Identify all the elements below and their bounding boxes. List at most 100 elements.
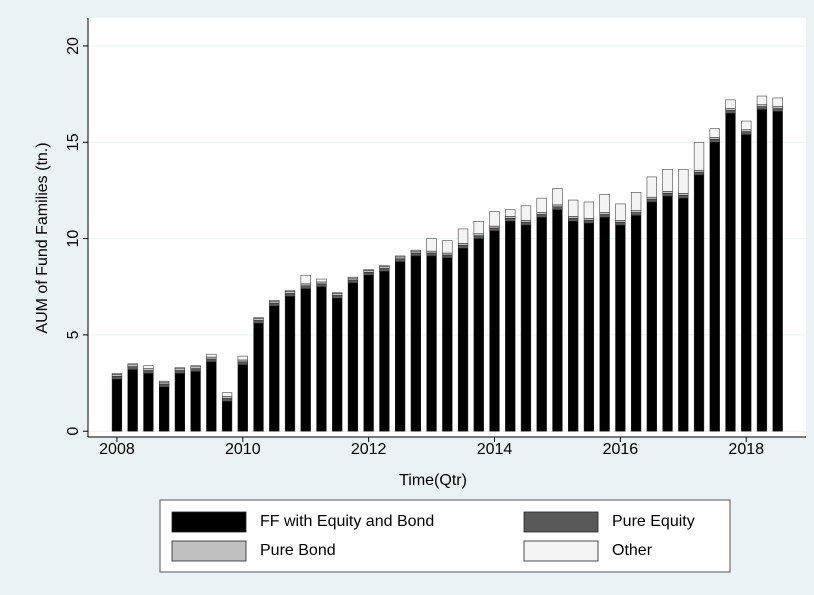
x-tick-label: 2018 [728,441,764,458]
bar-segment [646,198,657,203]
bar-segment [284,296,296,432]
bar-segment [143,365,154,369]
bar-segment [410,255,421,432]
bar-segment [678,194,689,199]
bar-segment [174,367,186,369]
bar-segment [536,197,547,213]
bar-segment [520,205,532,221]
bar-segment [473,235,484,239]
bar-segment [442,254,453,259]
bar-segment [253,320,264,324]
bar-segment [111,378,123,432]
bar-segment [599,194,610,213]
bar-segment [206,358,217,363]
bar-segment [190,365,201,367]
bar-segment [190,366,201,369]
bar-segment [300,288,311,432]
bar-segment [190,371,201,432]
bar-segment [520,221,532,226]
y-tick-label: 0 [65,427,82,436]
bar-segment [442,257,453,432]
bar-segment [316,286,327,432]
bar-segment [143,368,154,371]
legend-swatch [523,511,599,533]
bar-segment [174,373,186,432]
bar-segment [410,250,421,254]
bar-segment [174,370,186,374]
bar-segment [630,192,642,211]
bar-segment [300,283,311,287]
bar-segment [284,293,296,297]
bar-segment [127,363,138,366]
x-tick-label: 2014 [477,441,513,458]
bar-segment [269,305,280,432]
bar-segment [269,299,280,302]
bar-segment [473,233,484,236]
bar-segment [206,353,217,358]
legend-swatch [171,540,247,562]
bar-segment [332,295,343,299]
bar-segment [457,228,469,244]
bar-segment [741,129,752,132]
bar-segment [426,250,437,254]
bar-segment [237,359,248,363]
bar-segment [426,252,437,257]
bar-segment [756,109,768,432]
bar-segment [599,214,610,218]
bar-segment [300,285,311,289]
bar-segment [536,212,547,215]
bar-segment [693,169,705,173]
bar-segment [693,174,705,432]
bar-segment [568,216,579,219]
bar-segment [111,373,123,375]
bar-segment [284,290,296,292]
bar-segment [221,398,233,402]
bar-segment [772,97,783,107]
bar-segment [394,261,406,432]
bar-segment [615,220,626,223]
bar-segment [615,203,626,221]
bar-segment [410,252,421,257]
bar-segment [520,220,532,223]
bar-segment [772,108,783,112]
bar-segment [583,220,595,224]
bar-segment [599,212,610,215]
bar-segment [772,111,783,432]
bar-segment [316,283,327,287]
bar-segment [662,168,673,192]
bar-segment [206,361,217,432]
bar-segment [552,188,563,206]
bar-segment [741,134,752,432]
bar-segment [379,266,390,269]
bar-segment [347,276,359,279]
bar-segment [284,291,296,294]
bar-segment [709,128,720,138]
bar-segment [457,245,469,249]
bar-segment [646,201,657,432]
y-tick-label: 15 [65,133,82,151]
x-tick-label: 2008 [99,441,135,458]
bar-segment [741,120,752,130]
bar-segment [536,217,547,432]
bar-segment [379,265,390,267]
bar-segment [442,240,453,254]
bar-segment [520,224,532,432]
bar-segment [363,269,374,271]
bar-segment [756,95,768,105]
bar-segment [568,199,579,217]
bar-segment [394,258,406,262]
bar-segment [489,225,500,229]
y-tick-label: 10 [65,230,82,248]
bar-segment [269,300,280,304]
bar-segment [630,215,642,432]
bar-segment [332,298,343,432]
bar-segment [725,108,736,111]
bar-segment [159,380,170,383]
bar-segment [159,383,170,388]
bar-segment [552,204,563,208]
bar-segment [221,401,233,432]
bar-segment [552,209,563,432]
bar-segment [489,230,500,432]
